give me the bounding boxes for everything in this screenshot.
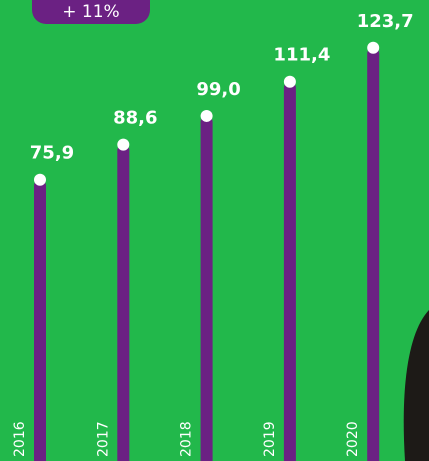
value-label: 88,6 — [113, 108, 157, 129]
value-label: 75,9 — [30, 143, 74, 164]
bar-dot — [34, 173, 46, 186]
x-tick-label: 2016 — [12, 421, 28, 457]
value-label: 99,0 — [196, 79, 240, 100]
bar-dot — [283, 75, 296, 88]
x-tick-label: 2020 — [345, 421, 361, 457]
bar-dot — [200, 109, 213, 122]
x-tick-label: 2018 — [179, 421, 195, 457]
bar-dot — [367, 41, 380, 54]
bar — [117, 144, 130, 461]
x-tick-label: 2019 — [262, 421, 278, 457]
value-label: 123,7 — [357, 11, 414, 32]
bar — [34, 179, 46, 461]
bar — [283, 81, 296, 461]
value-label: 111,4 — [273, 45, 330, 66]
person-silhouette — [403, 310, 429, 461]
bar — [367, 47, 380, 461]
bar-dot — [117, 138, 130, 151]
badge-text: + 11% — [62, 2, 119, 22]
bar — [200, 115, 213, 461]
x-tick-label: 2017 — [95, 421, 111, 457]
badge — [32, 0, 150, 24]
